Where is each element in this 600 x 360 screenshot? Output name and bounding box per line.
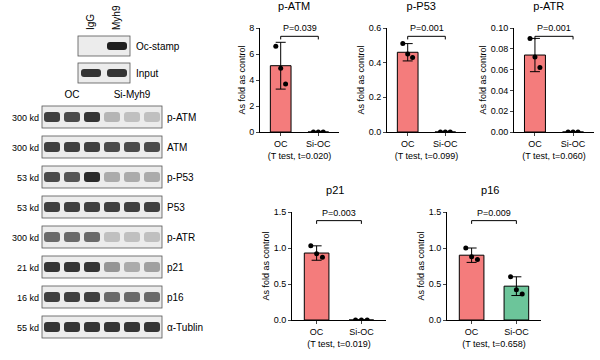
svg-text:P=0.039: P=0.039: [283, 23, 317, 33]
svg-text:8: 8: [249, 23, 254, 33]
svg-text:p16: p16: [167, 292, 184, 303]
svg-text:0.0: 0.0: [429, 315, 442, 325]
svg-text:α-Tublin: α-Tublin: [167, 322, 203, 333]
svg-text:OC: OC: [528, 139, 542, 149]
svg-text:53 kd: 53 kd: [17, 173, 39, 183]
svg-text:0.10: 0.10: [491, 23, 509, 33]
svg-text:Si-OC: Si-OC: [504, 327, 529, 337]
svg-text:As fold as control: As fold as control: [237, 45, 247, 114]
svg-text:p-ATM: p-ATM: [278, 0, 310, 12]
svg-text:0.2: 0.2: [369, 92, 382, 102]
svg-text:OC: OC: [65, 89, 80, 100]
svg-text:OC: OC: [310, 327, 324, 337]
svg-text:P=0.009: P=0.009: [477, 208, 511, 218]
svg-text:300 kd: 300 kd: [12, 233, 39, 243]
svg-text:0.08: 0.08: [491, 44, 509, 54]
svg-text:0.0: 0.0: [274, 315, 287, 325]
svg-text:OC: OC: [401, 139, 415, 149]
svg-text:As fold as control: As fold as control: [356, 45, 366, 114]
svg-text:1.0: 1.0: [429, 243, 442, 253]
svg-text:0.5: 0.5: [429, 279, 442, 289]
svg-text:As fold as control: As fold as control: [261, 231, 271, 300]
svg-text:As fold as control: As fold as control: [416, 231, 426, 300]
svg-text:Input: Input: [136, 68, 158, 79]
svg-text:300 kd: 300 kd: [12, 143, 39, 153]
svg-text:6: 6: [249, 49, 254, 59]
svg-text:OC: OC: [274, 139, 288, 149]
svg-text:p21: p21: [167, 262, 184, 273]
svg-text:p21: p21: [326, 184, 344, 196]
svg-text:21 kd: 21 kd: [17, 263, 39, 273]
svg-text:Si-OC: Si-OC: [561, 139, 586, 149]
svg-text:Si-Myh9: Si-Myh9: [114, 89, 151, 100]
svg-text:(T test, t=0.019): (T test, t=0.019): [307, 339, 371, 349]
svg-text:As fold as control: As fold as control: [478, 45, 488, 114]
svg-text:P=0.001: P=0.001: [537, 23, 571, 33]
svg-text:55 kd: 55 kd: [17, 323, 39, 333]
svg-text:1.0: 1.0: [274, 243, 287, 253]
svg-text:300 kd: 300 kd: [12, 113, 39, 123]
svg-text:0.02: 0.02: [491, 106, 509, 116]
svg-text:53 kd: 53 kd: [17, 203, 39, 213]
svg-text:(T test, t=0.099): (T test, t=0.099): [395, 151, 459, 161]
svg-text:4: 4: [249, 75, 254, 85]
svg-text:0.0: 0.0: [369, 127, 382, 137]
svg-text:0.06: 0.06: [491, 65, 509, 75]
svg-text:p16: p16: [481, 184, 499, 196]
svg-text:p-ATR: p-ATR: [167, 232, 195, 243]
svg-text:1.5: 1.5: [274, 207, 287, 217]
svg-text:0.6: 0.6: [369, 23, 382, 33]
svg-text:OC: OC: [465, 327, 479, 337]
svg-text:ATM: ATM: [167, 142, 187, 153]
svg-text:(T test, t=0.060): (T test, t=0.060): [522, 151, 586, 161]
svg-text:0.04: 0.04: [491, 86, 509, 96]
svg-text:P53: P53: [167, 202, 185, 213]
svg-text:2: 2: [249, 101, 254, 111]
svg-text:Si-OC: Si-OC: [349, 327, 374, 337]
svg-text:p-P53: p-P53: [167, 172, 194, 183]
svg-text:0: 0: [249, 127, 254, 137]
svg-text:p-ATM: p-ATM: [167, 112, 196, 123]
svg-text:Oc-stamp: Oc-stamp: [136, 41, 180, 52]
svg-text:0.00: 0.00: [491, 127, 509, 137]
svg-text:IgG: IgG: [85, 14, 96, 30]
svg-text:(T test, t=0.020): (T test, t=0.020): [268, 151, 332, 161]
svg-text:Si-OC: Si-OC: [433, 139, 458, 149]
svg-text:0.4: 0.4: [369, 58, 382, 68]
svg-text:Myh9: Myh9: [111, 5, 122, 30]
svg-text:P=0.001: P=0.001: [410, 23, 444, 33]
svg-text:p-P53: p-P53: [407, 0, 436, 12]
svg-text:1.5: 1.5: [429, 207, 442, 217]
svg-text:(T test, t=0.658): (T test, t=0.658): [462, 339, 526, 349]
svg-text:0.5: 0.5: [274, 279, 287, 289]
svg-text:p-ATR: p-ATR: [533, 0, 564, 12]
svg-text:16 kd: 16 kd: [17, 293, 39, 303]
svg-text:Si-OC: Si-OC: [306, 139, 331, 149]
svg-text:P=0.003: P=0.003: [322, 208, 356, 218]
